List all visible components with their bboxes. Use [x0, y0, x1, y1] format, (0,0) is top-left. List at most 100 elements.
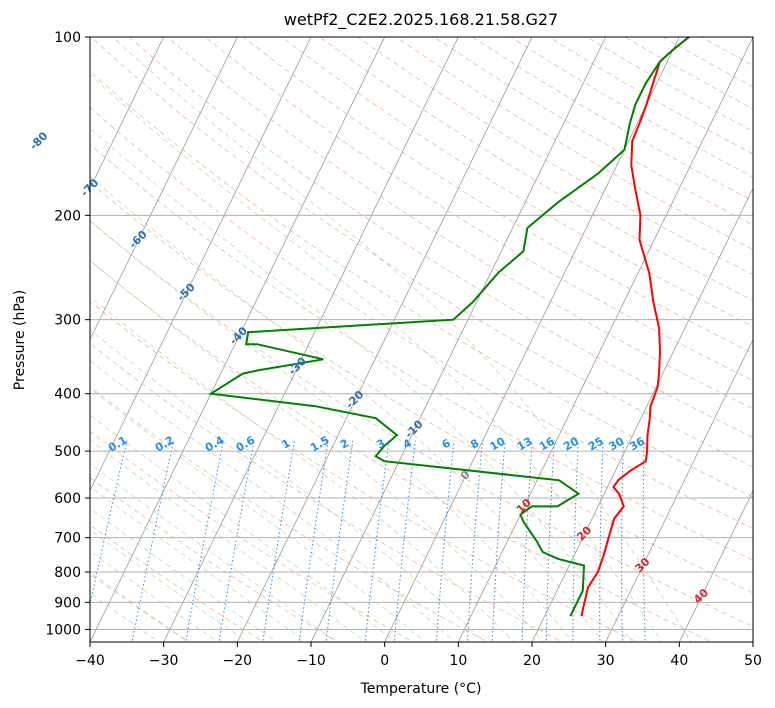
mixing-ratio-line [325, 440, 354, 642]
dry-adiabat [128, 37, 753, 439]
moist-adiabat [90, 529, 249, 642]
moist-adiabat [112, 37, 692, 642]
dry-adiabat [90, 106, 753, 529]
dry-adiabat-label: -20 [343, 388, 366, 411]
dry-adiabat [280, 37, 753, 328]
x-tick-label: −30 [149, 653, 179, 669]
dry-adiabat-label: 10 [514, 496, 534, 516]
x-axis-label: Temperature (°C) [360, 681, 482, 697]
isotherm [163, 37, 459, 642]
y-tick-label: 400 [54, 387, 81, 403]
dry-adiabat [90, 573, 190, 642]
y-tick-label: 800 [54, 565, 81, 581]
moist-adiabat [90, 550, 219, 642]
isotherm [384, 37, 680, 642]
y-tick-label: 600 [54, 491, 81, 507]
moist-adiabat [90, 439, 367, 642]
mixing-ratio-line [545, 440, 555, 642]
plot-frame [89, 36, 754, 643]
mixing-ratio-line [90, 440, 128, 607]
profile-line [580, 37, 691, 617]
isotherm [678, 489, 753, 642]
x-tick-label: 50 [744, 653, 762, 669]
dry-adiabat [90, 37, 753, 468]
moist-adiabat [90, 127, 633, 642]
mixing-ratio-label: 8 [468, 437, 481, 452]
mixing-ratio-line [298, 440, 329, 642]
mixing-ratio-line [491, 440, 506, 642]
profile-line [207, 37, 691, 617]
y-tick-label: 700 [54, 531, 81, 547]
y-axis-label: Pressure (hPa) [12, 290, 28, 390]
dry-adiabat-label: -50 [175, 280, 198, 303]
mixing-ratio-line [621, 440, 624, 642]
isotherm [90, 37, 386, 642]
mixing-ratio-line [521, 440, 533, 642]
mixing-ratio-label: 2 [338, 437, 351, 452]
isotherm [457, 37, 753, 642]
axes: −40 −30 −20 −10 0 10 20 30 40 50 100 200 300 400 500 60… [45, 30, 762, 669]
moist-adiabat [90, 388, 426, 642]
mixing-ratio-line [642, 440, 646, 642]
dry-adiabat [700, 37, 753, 66]
dry-adiabat [624, 37, 753, 110]
moist-adiabat [90, 359, 456, 642]
mixing-ratio-line [131, 440, 175, 642]
x-tick-label: −10 [296, 653, 326, 669]
y-tick-label: 500 [54, 444, 81, 460]
x-tick-label: 40 [670, 653, 688, 669]
plot-area [90, 37, 753, 642]
isotherm [310, 37, 607, 642]
x-tick-label: 0 [380, 653, 389, 669]
moist-adiabat [90, 485, 308, 642]
x-tick-label: 30 [597, 653, 615, 669]
y-tick-label: 900 [54, 595, 81, 611]
dry-adiabat [90, 476, 340, 642]
moist-adiabat [90, 296, 515, 642]
x-tick-label: 10 [449, 653, 467, 669]
moist-adiabat [90, 175, 604, 642]
mixing-ratio-line [572, 440, 579, 642]
mixing-ratio-label: 6 [440, 436, 453, 451]
isotherm [90, 37, 238, 341]
dry-adiabat-label: -30 [286, 354, 309, 377]
dry-adiabat [586, 37, 753, 132]
mixing-ratio-line [599, 440, 604, 642]
dry-adiabat [433, 37, 753, 226]
dry-adiabat-label: -80 [27, 129, 50, 152]
isotherm [90, 37, 165, 190]
x-tick-label: −40 [75, 653, 105, 669]
mixing-ratio-line [185, 440, 224, 642]
mixing-ratio-line [262, 440, 296, 642]
mixing-ratio-line [218, 440, 255, 642]
mixing-ratio-line [466, 440, 483, 642]
moist-adiabat [90, 414, 396, 642]
dry-adiabat [90, 300, 639, 642]
dry-adiabat [90, 260, 713, 642]
dry-adiabat-label: -60 [127, 228, 150, 251]
y-tick-label: 1000 [45, 622, 81, 638]
mixing-ratio-line [435, 440, 455, 642]
dry-adiabat [319, 37, 753, 301]
isotherm [90, 37, 312, 492]
isotherm [752, 641, 753, 642]
dry-adiabat [662, 37, 753, 88]
dry-adiabat [90, 343, 564, 642]
dry-adiabat [204, 37, 753, 382]
dry-adiabat [90, 70, 753, 498]
dry-adiabat [547, 37, 753, 155]
y-tick-label: 300 [54, 313, 81, 329]
isotherm [531, 187, 753, 642]
moist-adiabat [90, 571, 190, 642]
y-tick-label: 100 [54, 30, 81, 46]
dry-adiabat [166, 37, 753, 410]
dry-adiabat [90, 181, 753, 594]
dry-adiabat [242, 37, 753, 354]
dry-adiabat-label: 40 [691, 586, 711, 606]
isopleth-labels: 0.10.20.40.611.52346810131620253036-100-… [27, 129, 711, 606]
isotherm [605, 338, 753, 642]
moist-adiabat [90, 329, 485, 642]
mixing-ratio-line [393, 440, 416, 642]
y-tick-label: 200 [54, 208, 81, 224]
